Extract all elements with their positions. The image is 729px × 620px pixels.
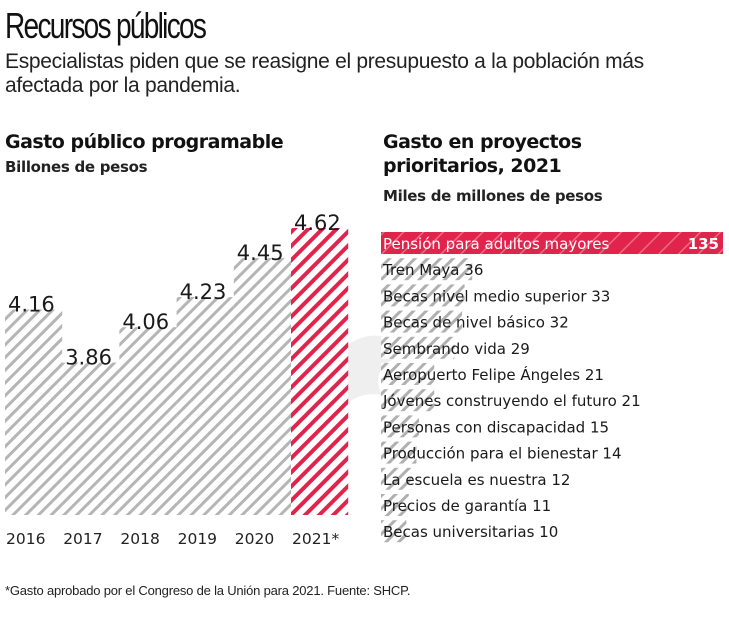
page-title: Recursos públicos [5, 5, 207, 46]
hbar-label: Jóvenes construyendo el futuro 21 [382, 392, 641, 410]
hbar [381, 520, 407, 543]
bar-2019 [176, 297, 234, 515]
hbar-category-label: Precios de garantía [383, 497, 532, 515]
bar-2020 [233, 258, 291, 515]
x-tick-label: 2017 [63, 530, 102, 548]
hbar-value-label: 135 [688, 235, 719, 253]
hbar [381, 467, 412, 490]
hbar-category-label: Sembrando vida [383, 340, 511, 358]
bar-value-label: 4.23 [180, 280, 227, 304]
hbar-category-label: La escuela es nuestra [383, 471, 551, 489]
hbar-value-label: 36 [464, 261, 483, 279]
hbar-label: La escuela es nuestra 12 [383, 471, 570, 489]
hbar [381, 232, 723, 254]
hbar-label: Producción para el bienestar 14 [383, 445, 622, 463]
hbar-value-label: 33 [591, 287, 610, 305]
hbar-category-label: Personas con discapacidad [383, 418, 590, 436]
hbar [381, 336, 455, 359]
hbar-label: Becas universitarias 10 [383, 523, 558, 541]
bar-value-label: 4.16 [8, 292, 55, 316]
hbar-value-label: 29 [511, 340, 530, 358]
right-chart-title-line-2: prioritarios, 2021 [383, 155, 562, 177]
hbar-value-label: 14 [602, 445, 621, 463]
x-tick-label: 2020 [235, 530, 274, 548]
bar-value-label: 4.45 [237, 241, 284, 265]
hbar [381, 284, 465, 307]
left-chart-title: Gasto público programable [5, 131, 284, 153]
left-chart-subtitle: Billones de pesos [5, 158, 148, 176]
hbar-label: Personas con discapacidad 15 [383, 418, 609, 436]
hbar-category-label: Tren Maya [382, 261, 464, 279]
hbar [381, 258, 473, 281]
hbar-category-label: Becas universitarias [383, 523, 539, 541]
hbar-value-label: 15 [590, 418, 609, 436]
bar-value-label: 4.06 [122, 310, 169, 334]
hbar-value-label: 12 [551, 471, 570, 489]
hbar-label: Sembrando vida 29 [383, 340, 530, 358]
hbar-label: Aeropuerto Felipe Ángeles 21 [383, 365, 604, 384]
bar-2021 [291, 228, 349, 515]
hbar [381, 389, 435, 412]
hbar [381, 415, 419, 438]
bar-2017 [62, 362, 120, 515]
hbar-category-label: Aeropuerto Felipe Ángeles [383, 365, 585, 384]
hbar-value-label: 11 [532, 497, 551, 515]
hbar-category-label: Pensión para adultos mayores [383, 235, 609, 253]
x-tick-label: 2018 [120, 530, 159, 548]
hbar-label: Becas de nivel básico 32 [383, 314, 569, 332]
hbar-value-label: 32 [550, 314, 569, 332]
left-bar-chart: 4.16 3.86 4.06 4.23 4.45 4.62 2016 2017 2018 201… [5, 211, 349, 548]
bar-2016 [5, 309, 63, 515]
hbar-category-label: Becas nivel medio superior [383, 287, 591, 305]
x-tick-label: 2019 [178, 530, 217, 548]
hbar-value-label: 21 [585, 366, 604, 384]
hbar-value-label: 21 [622, 392, 641, 410]
x-tick-label: 2016 [6, 530, 45, 548]
bar-value-label: 3.86 [65, 346, 112, 370]
page-subtitle: Especialistas piden que se reasigne el p… [5, 50, 644, 97]
right-chart-title-line-1: Gasto en proyectos [383, 131, 582, 153]
hbar [381, 363, 435, 385]
hbar-value-label: 10 [539, 523, 558, 541]
x-tick-label: 2021* [292, 530, 339, 548]
hbar [381, 310, 463, 333]
hbar [381, 494, 409, 516]
hbar-category-label: Jóvenes construyendo el futuro [382, 392, 622, 410]
footnote: *Gasto aprobado por el Congreso de la Un… [5, 583, 411, 598]
hbar [381, 441, 417, 464]
hbar-category-label: Producción para el bienestar [383, 445, 602, 463]
right-chart-subtitle: Miles de millones de pesos [383, 187, 603, 205]
right-bar-chart: Pensión para adultos mayores 135 Tren Maya… [381, 232, 723, 543]
hbar-category-label: Becas de nivel básico [383, 314, 550, 332]
hbar-label: Precios de garantía 11 [383, 497, 551, 515]
bar-2018 [119, 327, 177, 515]
hbar-label: Becas nivel medio superior 33 [383, 287, 610, 305]
bar-value-label: 4.62 [294, 211, 341, 235]
hbar-label: Tren Maya 36 [382, 261, 483, 279]
